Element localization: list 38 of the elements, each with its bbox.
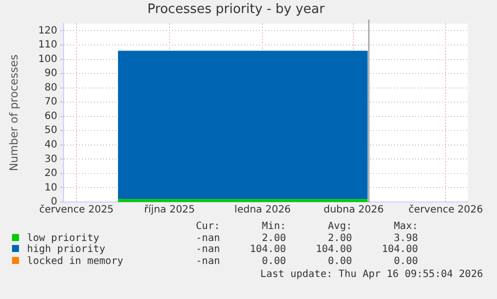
text: -nan	[194, 232, 220, 244]
x-tick-label: července 2026	[408, 204, 483, 216]
y-tick-label: 40	[44, 140, 58, 151]
y-tick-label: 100	[38, 54, 58, 65]
text: 2.00	[326, 232, 352, 244]
text: -nan	[194, 256, 220, 268]
y-tick-label: 80	[44, 82, 58, 94]
y-tick-label: 20	[44, 168, 58, 180]
x-tick-label: ledna 2026	[234, 204, 291, 216]
text: 104.00	[248, 244, 286, 256]
y-tick-label: 70	[44, 96, 58, 108]
y-tick-label: 30	[44, 154, 58, 165]
text: Max:	[392, 221, 418, 233]
text: 3.98	[392, 232, 418, 244]
legend-label: locked in memory	[26, 256, 124, 268]
x-tick-label: října 2025	[144, 204, 195, 216]
text: 0.00	[326, 256, 352, 268]
text: 0.00	[260, 256, 286, 268]
text: Min:	[260, 221, 286, 233]
text: Cur:	[194, 221, 220, 233]
y-axis-title: Number of processes	[7, 54, 20, 172]
y-tick-label: 10	[44, 182, 58, 194]
y-tick-label: 120	[38, 25, 58, 36]
text: 104.00	[314, 244, 352, 256]
y-tick-label: 90	[44, 68, 58, 80]
y-tick-label: 110	[38, 40, 58, 51]
text: Avg:	[326, 221, 352, 233]
legend-label: low priority	[26, 232, 100, 244]
text: Last update: Thu Apr 16 09:55:04 2026	[260, 269, 483, 280]
x-tick-label: dubna 2026	[324, 204, 384, 216]
chart-title: Processes priority - by year	[147, 2, 326, 18]
text: 104.00	[380, 244, 418, 256]
y-tick-label: 50	[44, 125, 58, 136]
text: -nan	[194, 244, 220, 256]
text: 0.00	[392, 256, 418, 268]
legend-label: high priority	[26, 244, 106, 256]
y-tick-label: 60	[44, 110, 58, 122]
text: 2.00	[260, 232, 286, 244]
